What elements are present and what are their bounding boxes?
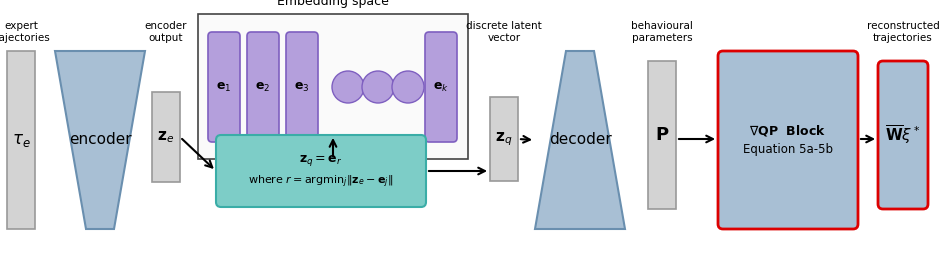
Circle shape (362, 71, 394, 103)
Text: Equation 5a-5b: Equation 5a-5b (743, 143, 833, 157)
Text: $\mathbf{e}_3$: $\mathbf{e}_3$ (294, 80, 310, 94)
Text: $\mathbf{z}_e$: $\mathbf{z}_e$ (158, 129, 175, 145)
Text: expert
trajectories: expert trajectories (0, 21, 51, 43)
Polygon shape (535, 51, 625, 229)
FancyBboxPatch shape (878, 61, 928, 209)
FancyBboxPatch shape (490, 97, 518, 181)
Circle shape (392, 71, 424, 103)
Text: $\nabla$QP  Block: $\nabla$QP Block (749, 122, 826, 137)
FancyBboxPatch shape (718, 51, 858, 229)
Text: encoder
output: encoder output (145, 21, 187, 43)
FancyBboxPatch shape (208, 32, 240, 142)
Text: $\mathbf{e}_1$: $\mathbf{e}_1$ (216, 80, 231, 94)
Polygon shape (55, 51, 145, 229)
Text: $\mathbf{z}_q$: $\mathbf{z}_q$ (495, 130, 512, 148)
FancyBboxPatch shape (425, 32, 457, 142)
Text: $\mathbf{z}_q = \mathbf{e}_r$: $\mathbf{z}_q = \mathbf{e}_r$ (299, 153, 343, 168)
Text: $\mathbf{e}_2$: $\mathbf{e}_2$ (256, 80, 271, 94)
FancyBboxPatch shape (247, 32, 279, 142)
FancyBboxPatch shape (216, 135, 426, 207)
Text: discrete latent
vector: discrete latent vector (466, 21, 541, 43)
Text: $\tau_e$: $\tau_e$ (11, 131, 30, 149)
Text: where $r = \mathrm{argmin}_j\|\mathbf{z}_e - \mathbf{e}_j\|$: where $r = \mathrm{argmin}_j\|\mathbf{z}… (248, 174, 394, 190)
Circle shape (332, 71, 364, 103)
Text: Embedding space: Embedding space (277, 0, 389, 8)
FancyBboxPatch shape (286, 32, 318, 142)
Text: $\overline{\mathbf{W}}\xi^*$: $\overline{\mathbf{W}}\xi^*$ (885, 124, 921, 146)
Text: encoder: encoder (69, 132, 132, 147)
Text: $\mathbf{P}$: $\mathbf{P}$ (655, 126, 669, 144)
Text: decoder: decoder (549, 132, 611, 147)
Text: behavioural
parameters: behavioural parameters (631, 21, 693, 43)
FancyBboxPatch shape (152, 92, 180, 182)
FancyBboxPatch shape (198, 14, 468, 159)
Text: reconstructed
trajectories: reconstructed trajectories (867, 21, 939, 43)
Text: $\mathbf{e}_k$: $\mathbf{e}_k$ (433, 80, 449, 94)
FancyBboxPatch shape (7, 51, 35, 229)
FancyBboxPatch shape (648, 61, 676, 209)
